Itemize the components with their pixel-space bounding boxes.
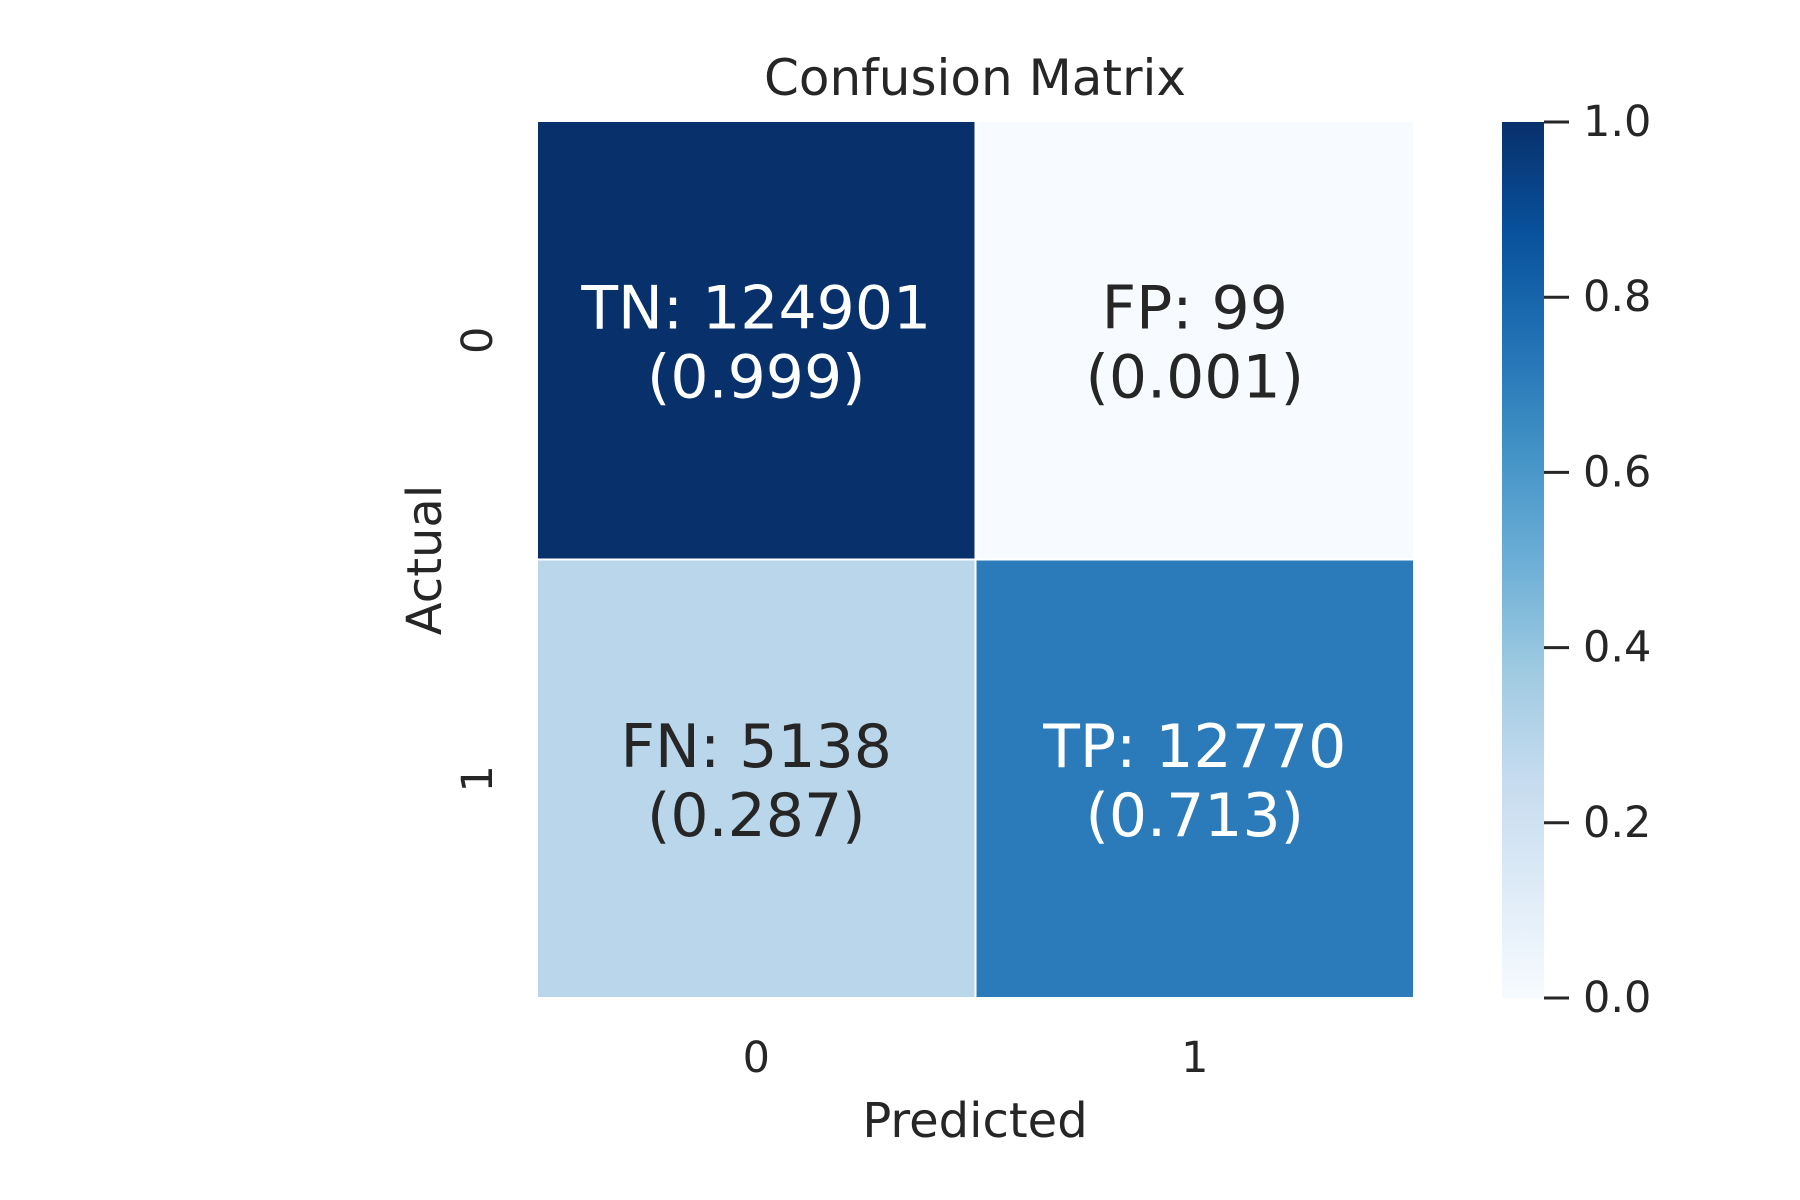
cell-rate-label-fp: (0.001) bbox=[1085, 342, 1304, 412]
cell-rate-label-tn: (0.999) bbox=[647, 342, 866, 412]
cell-count-label-tn: TN: 124901 bbox=[580, 273, 931, 343]
colorbar-tick-label: 0.4 bbox=[1583, 623, 1651, 673]
heatmap-cell-fp bbox=[974, 120, 1415, 561]
colorbar-tick-label: 0.8 bbox=[1583, 272, 1651, 322]
colorbar-ticks: 0.0 0.2 0.4 0.6 0.8 1.0 bbox=[1544, 97, 1651, 1023]
cell-rate-label-fn: (0.287) bbox=[647, 781, 866, 851]
colorbar-tick-label: 0.2 bbox=[1583, 798, 1651, 848]
colorbar-tick-label: 1.0 bbox=[1583, 97, 1651, 147]
chart-title: Confusion Matrix bbox=[764, 49, 1186, 107]
colorbar bbox=[1502, 122, 1544, 998]
y-tick-label-0: 0 bbox=[453, 327, 503, 354]
cell-count-label-fn: FN: 5138 bbox=[621, 712, 892, 782]
colorbar-tick-label: 0.6 bbox=[1583, 447, 1651, 497]
cell-count-label-tp: TP: 12770 bbox=[1042, 712, 1346, 782]
y-axis-label: Actual bbox=[397, 485, 453, 635]
heatmap-cell-tp bbox=[974, 558, 1415, 999]
x-tick-label-1: 1 bbox=[1181, 1033, 1208, 1083]
y-tick-labels: 01 bbox=[453, 327, 503, 793]
x-tick-label-0: 0 bbox=[743, 1033, 770, 1083]
x-axis-label: Predicted bbox=[862, 1093, 1087, 1149]
heatmap-cell-fn bbox=[536, 558, 977, 999]
heatmap-cell-tn bbox=[536, 120, 977, 561]
cell-rate-label-tp: (0.713) bbox=[1085, 781, 1304, 851]
heatmap-cells: TN: 124901(0.999)FP: 99(0.001)FN: 5138(0… bbox=[536, 120, 1415, 999]
colorbar-tick-label: 0.0 bbox=[1583, 973, 1651, 1023]
y-tick-label-1: 1 bbox=[453, 765, 503, 792]
cell-count-label-fp: FP: 99 bbox=[1102, 273, 1288, 343]
